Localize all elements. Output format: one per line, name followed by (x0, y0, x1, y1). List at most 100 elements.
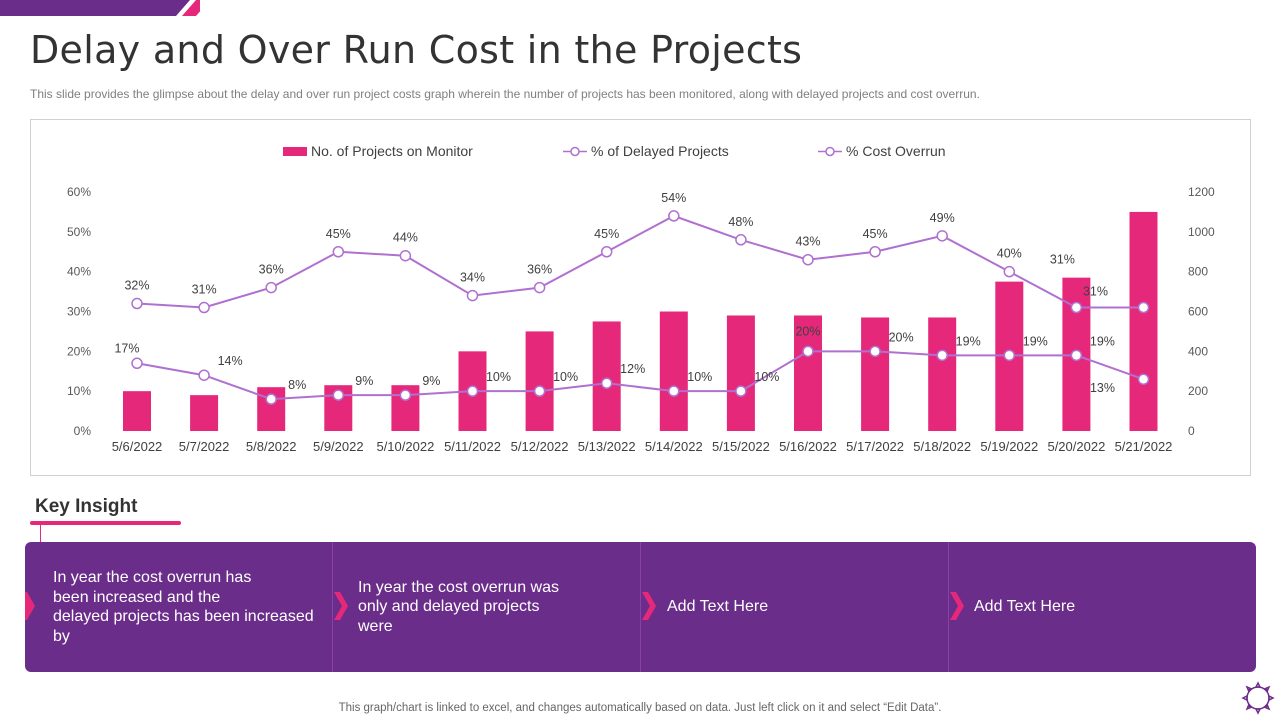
insight-text-1: In year the cost overrun has been increa… (53, 569, 314, 645)
x-tick-label: 5/11/2022 (444, 439, 501, 454)
delayed-point (600, 246, 613, 258)
page-subtitle: This slide provides the glimpse about th… (30, 87, 980, 101)
chevron-right-icon (642, 592, 656, 620)
insight-divider (332, 542, 333, 672)
overrun-data-label: 20% (889, 330, 914, 344)
insight-divider (640, 542, 641, 672)
delayed-data-label: 49% (930, 211, 955, 225)
insight-cell-2[interactable]: In year the cost overrun was only and de… (358, 542, 638, 672)
overrun-data-label: 9% (422, 374, 440, 388)
overrun-point (1070, 349, 1083, 362)
bar (1129, 211, 1158, 431)
delayed-data-label: 36% (259, 263, 284, 277)
combo-chart[interactable]: No. of Projects on Monitor % of Delayed P… (31, 120, 1252, 477)
legend-swatch-bar (283, 147, 307, 156)
overrun-point (936, 349, 948, 362)
bar (525, 331, 554, 431)
insight-cell-3[interactable]: Add Text Here (667, 542, 947, 672)
x-tick-label: 5/18/2022 (913, 439, 971, 454)
overrun-point (265, 393, 277, 405)
delayed-line (136, 214, 1144, 309)
legend-marker-overrun (825, 146, 835, 157)
chevron-right-icon (25, 592, 35, 620)
corner-decoration (0, 0, 200, 16)
delayed-point (735, 234, 747, 246)
key-insight-title: Key Insight (35, 496, 138, 517)
y-left-tick-label: 60% (67, 185, 91, 199)
overrun-point (600, 377, 613, 389)
overrun-point (735, 385, 747, 397)
delayed-point (1003, 265, 1016, 278)
overrun-data-label: 14% (218, 354, 243, 368)
y-left-tick-label: 0% (74, 424, 92, 438)
y-left-tick-label: 30% (67, 305, 91, 319)
overrun-point (668, 385, 680, 397)
overrun-data-label: 13% (1090, 381, 1115, 395)
insight-cell-1[interactable]: In year the cost overrun has been increa… (53, 542, 343, 672)
insight-cell-4[interactable]: Add Text Here (974, 542, 1244, 672)
delayed-data-label: 40% (997, 247, 1022, 261)
delayed-point (1070, 301, 1083, 314)
y-right-tick-label: 0 (1188, 424, 1195, 438)
delayed-point (399, 249, 412, 262)
delayed-point (198, 301, 210, 314)
delayed-point (332, 246, 345, 258)
x-tick-label: 5/12/2022 (511, 439, 569, 454)
page-title: Delay and Over Run Cost in the Projects (30, 28, 803, 72)
delayed-data-label: 31% (1050, 253, 1075, 267)
bar (928, 317, 957, 431)
x-tick-label: 5/10/2022 (376, 439, 434, 454)
delayed-data-label: 32% (124, 279, 149, 293)
delayed-data-label: 31% (1083, 285, 1108, 299)
overrun-line (136, 350, 1144, 401)
insight-divider (948, 542, 949, 672)
overrun-point (198, 369, 210, 381)
y-right-tick-label: 400 (1188, 344, 1208, 358)
overrun-data-label: 12% (620, 362, 645, 376)
gear-icon[interactable] (1240, 680, 1276, 716)
delayed-data-label: 31% (192, 283, 217, 297)
y-right-tick-label: 200 (1188, 384, 1208, 398)
x-tick-label: 5/21/2022 (1115, 439, 1173, 454)
x-tick-label: 5/7/2022 (179, 439, 230, 454)
overrun-data-label: 8% (288, 378, 306, 392)
delayed-point (1137, 301, 1150, 314)
delayed-point (466, 289, 479, 302)
chevron-right-icon (334, 592, 348, 620)
y-left-tick-label: 10% (67, 384, 91, 398)
insight-text-3: Add Text Here (667, 598, 769, 616)
overrun-data-label: 9% (355, 374, 373, 388)
key-insight-connector (40, 525, 41, 555)
delayed-point (936, 230, 948, 242)
overrun-data-label: 10% (486, 370, 511, 384)
delayed-point (869, 246, 881, 258)
bar (659, 311, 688, 431)
delayed-point (802, 253, 814, 266)
delayed-point (533, 281, 546, 294)
delayed-data-label: 43% (795, 235, 820, 249)
overrun-point (466, 385, 479, 397)
legend-label-delayed: % of Delayed Projects (591, 143, 729, 159)
legend-label-overrun: % Cost Overrun (846, 143, 946, 159)
x-tick-label: 5/14/2022 (645, 439, 703, 454)
delayed-data-label: 36% (527, 263, 552, 277)
overrun-point (332, 389, 345, 401)
delayed-data-label: 45% (863, 227, 888, 241)
overrun-data-label: 10% (553, 370, 578, 384)
overrun-data-label: 20% (795, 324, 820, 338)
y-right-tick-label: 600 (1188, 305, 1208, 319)
y-right-tick-label: 800 (1188, 265, 1208, 279)
overrun-point (869, 345, 881, 358)
insight-text-2: In year the cost overrun was only and de… (358, 578, 559, 635)
bar (190, 395, 219, 431)
footer-note: This graph/chart is linked to excel, and… (338, 702, 942, 714)
delayed-data-label: 44% (393, 231, 418, 245)
delayed-data-label: 45% (594, 227, 619, 241)
chart-frame[interactable]: No. of Projects on Monitor % of Delayed P… (30, 119, 1251, 476)
y-left-tick-label: 50% (67, 225, 91, 239)
x-tick-label: 5/19/2022 (980, 439, 1038, 454)
insight-text-4: Add Text Here (974, 598, 1076, 616)
x-tick-label: 5/20/2022 (1047, 439, 1105, 454)
x-tick-label: 5/8/2022 (246, 439, 297, 454)
y-right-tick-label: 1000 (1188, 225, 1215, 239)
